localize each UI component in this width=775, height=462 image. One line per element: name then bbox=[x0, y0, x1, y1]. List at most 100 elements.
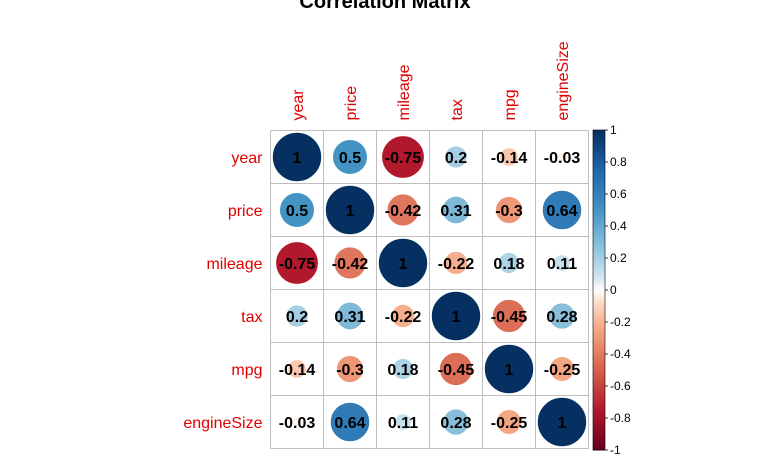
colorbar-segment bbox=[593, 338, 605, 342]
cell-value-price-year: 0.5 bbox=[286, 203, 308, 220]
cell-value-engineSize-mpg: -0.25 bbox=[491, 415, 528, 432]
cell-value-price-tax: 0.31 bbox=[440, 203, 471, 220]
colorbar-segment bbox=[593, 216, 605, 221]
correlation-circle-price-mpg bbox=[495, 196, 523, 224]
colorbar-segment bbox=[593, 171, 605, 176]
colorbar-segment bbox=[593, 238, 605, 243]
colorbar-segment bbox=[593, 389, 605, 393]
cell-value-mileage-year: -0.75 bbox=[279, 256, 316, 273]
cell-value-mpg-tax: -0.45 bbox=[438, 362, 475, 379]
row-label-year: year bbox=[231, 150, 263, 167]
row-labels: year price mileage tax mpg engineSize bbox=[183, 150, 263, 432]
colorbar-segment bbox=[593, 155, 605, 160]
colorbar-tick-label: 0 bbox=[610, 283, 617, 297]
correlation-circle-price-price bbox=[325, 185, 375, 235]
correlation-circle-year-engineSize bbox=[557, 152, 567, 162]
row-label-price: price bbox=[228, 203, 263, 220]
correlation-circle-tax-price bbox=[336, 302, 364, 330]
colorbar-segment bbox=[593, 261, 605, 265]
cell-value-price-mileage: -0.42 bbox=[385, 203, 422, 220]
colorbar-segment bbox=[593, 152, 605, 157]
colorbar-segment bbox=[593, 360, 605, 365]
colorbar-segment bbox=[593, 149, 605, 153]
colorbar-segment bbox=[593, 226, 605, 230]
colorbar-segment bbox=[593, 414, 605, 419]
colorbar-segment bbox=[593, 264, 605, 269]
colorbar-segment bbox=[593, 421, 605, 425]
colorbar-segment bbox=[593, 277, 605, 281]
colorbar-segment bbox=[593, 440, 605, 445]
cell-value-engineSize-tax: 0.28 bbox=[440, 415, 471, 432]
colorbar-segment bbox=[593, 210, 605, 214]
colorbar-segment bbox=[593, 274, 605, 278]
colorbar-segment bbox=[593, 386, 605, 390]
colorbar-segment bbox=[593, 206, 605, 211]
colorbar-segment bbox=[593, 302, 605, 307]
colorbar-segment bbox=[593, 405, 605, 409]
colorbar-segment bbox=[593, 203, 605, 208]
cell-value-tax-engineSize: 0.28 bbox=[546, 309, 577, 326]
colorbar-segment bbox=[593, 322, 605, 326]
colorbar-segment bbox=[593, 213, 605, 217]
correlation-circle-mpg-tax bbox=[439, 352, 473, 386]
colorbar-segment bbox=[593, 248, 605, 253]
correlation-circle-year-tax bbox=[444, 145, 468, 169]
colorbar-segment bbox=[593, 158, 605, 163]
correlation-circle-mpg-mpg bbox=[484, 344, 534, 394]
correlation-circle-engineSize-engineSize bbox=[537, 397, 587, 447]
cell-value-year-mileage: -0.75 bbox=[385, 150, 422, 167]
correlation-circle-mileage-tax bbox=[444, 251, 468, 275]
colorbar-segment bbox=[593, 245, 605, 249]
colorbar-segment bbox=[593, 357, 605, 361]
colorbar-segment bbox=[593, 370, 605, 374]
colorbar-segment bbox=[593, 296, 605, 301]
colorbar-segment bbox=[593, 379, 605, 384]
colorbar-segment bbox=[593, 197, 605, 201]
correlation-circle-mileage-price bbox=[333, 246, 367, 280]
colorbar-tick-label: -0.6 bbox=[610, 379, 631, 393]
cell-value-year-price: 0.5 bbox=[339, 150, 361, 167]
row-label-tax: tax bbox=[241, 309, 262, 326]
colorbar-segment bbox=[593, 229, 605, 233]
colorbar-segment bbox=[593, 270, 605, 275]
colorbar-segment bbox=[593, 341, 605, 345]
correlation-circle-mileage-mpg bbox=[498, 252, 520, 274]
colorbar-segment bbox=[593, 430, 605, 435]
cell-value-mileage-price: -0.42 bbox=[332, 256, 369, 273]
colorbar-tick-label: 0.2 bbox=[610, 251, 627, 265]
colorbar-segment bbox=[593, 376, 605, 381]
correlation-circle-engineSize-tax bbox=[442, 408, 470, 436]
column-label-tax: tax bbox=[449, 99, 466, 120]
correlation-circle-year-mpg bbox=[499, 147, 519, 167]
correlation-circle-mileage-year bbox=[275, 241, 319, 285]
colorbar-segment bbox=[593, 286, 605, 291]
cell-value-tax-mileage: -0.22 bbox=[385, 309, 422, 326]
colorbar-segment bbox=[593, 427, 605, 432]
column-label-engineSize: engineSize bbox=[555, 41, 572, 120]
colorbar-segment bbox=[593, 130, 605, 134]
cell-value-tax-year: 0.2 bbox=[286, 309, 308, 326]
colorbar-segment bbox=[593, 299, 605, 304]
colorbar-segment bbox=[593, 373, 605, 377]
correlation-circle-engineSize-mileage bbox=[394, 413, 412, 431]
correlation-circle-year-mileage bbox=[381, 135, 425, 179]
colorbar-segment bbox=[593, 174, 605, 179]
colorbar-segment bbox=[593, 402, 605, 406]
colorbar-segment bbox=[593, 392, 605, 397]
correlation-circle-price-tax bbox=[442, 196, 470, 224]
cell-value-labels: 1 0.5 -0.75 0.2 -0.14 -0.03 0.5 1 -0.42 0.31 -0.3 0… bbox=[279, 150, 581, 432]
colorbar-segment bbox=[593, 251, 605, 256]
correlation-circle-tax-engineSize bbox=[548, 302, 576, 330]
column-label-mileage: mileage bbox=[396, 64, 413, 120]
colorbar-segment bbox=[593, 258, 605, 262]
colorbar-segment bbox=[593, 190, 605, 195]
colorbar-segment bbox=[593, 309, 605, 313]
colorbar-segment bbox=[593, 366, 605, 371]
colorbar-segment bbox=[593, 424, 605, 429]
colorbar-segment bbox=[593, 146, 605, 150]
colorbar-segment bbox=[593, 318, 605, 323]
colorbar-tick-label: 0.4 bbox=[610, 219, 627, 233]
colorbar: -1 -0.8 -0.6 -0.4 -0.2 0 0.2 0.4 0.6 0.8 1 bbox=[592, 123, 631, 457]
cell-value-engineSize-mileage: 0.11 bbox=[388, 415, 418, 432]
colorbar-segment bbox=[593, 443, 605, 448]
